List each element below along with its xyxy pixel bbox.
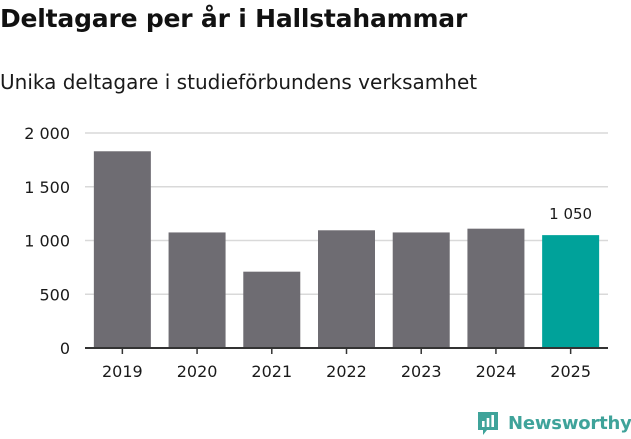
y-tick-label: 500 <box>39 285 70 304</box>
data-label: 1 050 <box>549 205 592 223</box>
bar <box>243 271 301 348</box>
bar <box>467 228 525 348</box>
y-tick-label: 1 000 <box>24 232 70 251</box>
y-tick-label: 1 500 <box>24 178 70 197</box>
bar <box>392 232 450 348</box>
bar <box>168 232 226 348</box>
x-tick-label: 2024 <box>476 362 517 381</box>
x-tick-label: 2020 <box>177 362 218 381</box>
x-tick-label: 2021 <box>251 362 292 381</box>
x-tick-label: 2022 <box>326 362 367 381</box>
x-tick-label: 2025 <box>550 362 591 381</box>
x-tick-label: 2023 <box>401 362 442 381</box>
y-tick-label: 0 <box>60 339 70 358</box>
bar <box>93 151 151 348</box>
chart-subtitle: Unika deltagare i studieförbundens verks… <box>0 70 478 94</box>
x-tick-label: 2019 <box>102 362 143 381</box>
newsworthy-logo-icon <box>478 412 498 435</box>
brand-logo: Newsworthy <box>476 408 631 438</box>
bar <box>542 235 600 348</box>
bar <box>318 230 375 348</box>
chart-title: Deltagare per år i Hallstahammar <box>0 4 468 33</box>
y-tick-label: 2 000 <box>24 124 70 143</box>
brand-name: Newsworthy <box>508 412 631 434</box>
